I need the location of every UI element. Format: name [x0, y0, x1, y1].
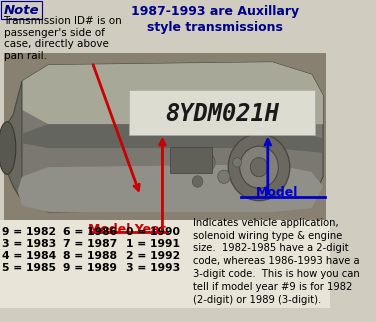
Text: 1987-1993 are Auxillary
style transmissions: 1987-1993 are Auxillary style transmissi…	[131, 5, 299, 34]
Text: Note: Note	[3, 4, 39, 17]
Circle shape	[218, 170, 230, 184]
Text: 5 = 1985: 5 = 1985	[2, 263, 56, 273]
Polygon shape	[13, 62, 323, 212]
Polygon shape	[5, 81, 22, 201]
Text: Model: Model	[256, 186, 299, 199]
Text: 1 = 1991: 1 = 1991	[126, 239, 180, 249]
Bar	[5, 52, 326, 220]
Circle shape	[192, 176, 203, 187]
Text: 7 = 1987: 7 = 1987	[63, 239, 117, 249]
Text: Indicates vehicle application,
solenoid wiring type & engine
size.  1982-1985 ha: Indicates vehicle application, solenoid …	[193, 218, 360, 305]
Text: 8 = 1988: 8 = 1988	[63, 251, 117, 261]
Circle shape	[250, 157, 268, 177]
Text: 9 = 1982: 9 = 1982	[2, 227, 56, 237]
FancyBboxPatch shape	[170, 147, 212, 173]
Polygon shape	[22, 62, 323, 124]
Text: 8YDM021H: 8YDM021H	[165, 102, 279, 126]
Text: 6 = 1986: 6 = 1986	[63, 227, 117, 237]
Text: 3 = 1983: 3 = 1983	[2, 239, 56, 249]
Text: 2 = 1992: 2 = 1992	[126, 251, 180, 261]
Text: 4 = 1984: 4 = 1984	[2, 251, 56, 261]
Circle shape	[240, 146, 278, 188]
FancyBboxPatch shape	[129, 90, 315, 135]
Bar	[0, 220, 330, 308]
Circle shape	[228, 134, 290, 201]
Polygon shape	[18, 164, 323, 212]
Text: Model Year: Model Year	[88, 223, 166, 236]
Text: 9 = 1989: 9 = 1989	[63, 263, 117, 273]
Text: 0 = 1990: 0 = 1990	[126, 227, 180, 237]
Text: 3 = 1993: 3 = 1993	[126, 263, 180, 273]
Ellipse shape	[0, 122, 16, 174]
Polygon shape	[22, 124, 323, 153]
Text: Transmission ID# is on
passenger's side of
case, directly above
pan rail.: Transmission ID# is on passenger's side …	[3, 16, 122, 61]
Circle shape	[233, 157, 241, 167]
Circle shape	[197, 153, 215, 172]
